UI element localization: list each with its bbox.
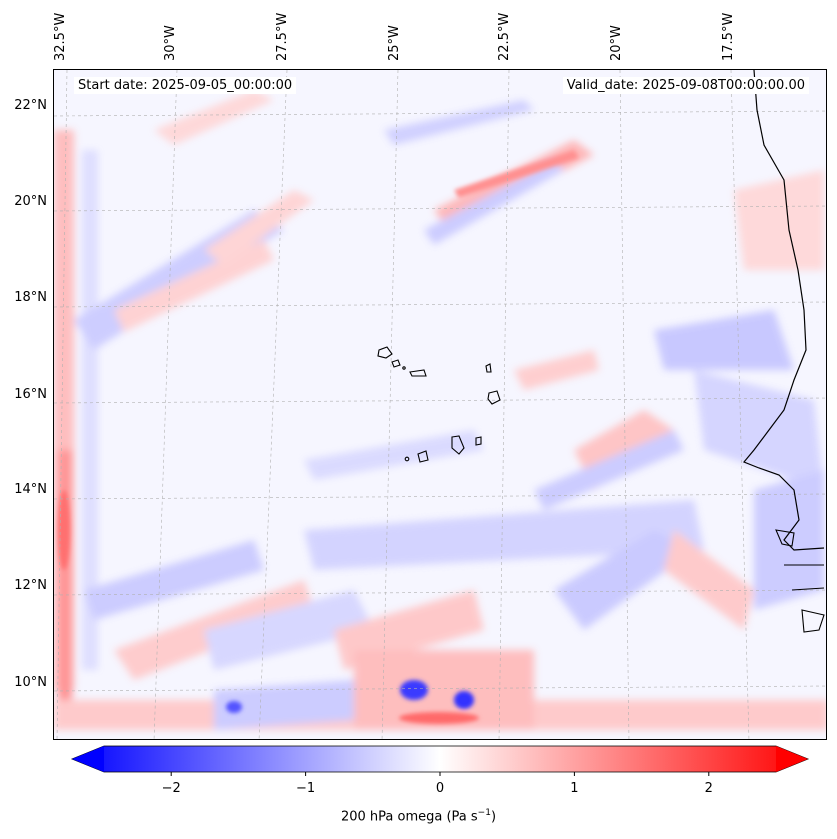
lat-label: 18°N: [14, 290, 47, 305]
omega-field-map: [54, 70, 826, 739]
lon-label: 20°W: [609, 25, 624, 61]
omega-field-strong: [58, 150, 579, 724]
start-date-annotation: Start date: 2025-09-05_00:00:00: [74, 77, 297, 94]
colorbar-tickmarks: [170, 772, 710, 776]
colorbar-label-end: ): [490, 809, 497, 825]
colorbar-tick-label: 1: [570, 781, 579, 796]
lon-label: 30°W: [163, 25, 178, 61]
colorbar: [70, 745, 810, 776]
colorbar-tick-label: −2: [161, 781, 181, 796]
colorbar-tick-label: −1: [296, 781, 316, 796]
map-panel: [53, 69, 827, 740]
west-africa-coastline: [743, 70, 825, 551]
cape-verde-islands: [377, 346, 501, 463]
colorbar-label: 200 hPa omega (Pa s−1): [0, 808, 837, 824]
colorbar-min-extension: [72, 746, 104, 772]
lon-label: 27.5°W: [275, 12, 290, 61]
colorbar-bar: [70, 745, 810, 773]
lat-label: 12°N: [14, 578, 47, 593]
colorbar-label-text: 200 hPa omega (Pa s: [340, 809, 478, 825]
lat-label: 16°N: [14, 387, 47, 402]
colorbar-label-exponent: −1: [477, 808, 491, 818]
lon-label: 17.5°W: [721, 12, 736, 61]
lat-label: 10°N: [14, 675, 47, 690]
valid-date-annotation: Valid_date: 2025-09-08T00:00:00.00: [562, 77, 809, 94]
colorbar-tick-label: 2: [704, 781, 713, 796]
lon-label: 22.5°W: [497, 12, 512, 61]
lat-label: 20°N: [14, 194, 47, 209]
lat-label: 22°N: [14, 98, 47, 113]
graticule: [54, 70, 826, 739]
colorbar-max-extension: [776, 746, 808, 772]
lon-label: 32.5°W: [53, 12, 68, 61]
lat-label: 14°N: [14, 482, 47, 497]
lon-label: 25°W: [387, 25, 402, 61]
colorbar-tick-label: 0: [435, 781, 445, 796]
guinea-coastline: [775, 529, 825, 633]
